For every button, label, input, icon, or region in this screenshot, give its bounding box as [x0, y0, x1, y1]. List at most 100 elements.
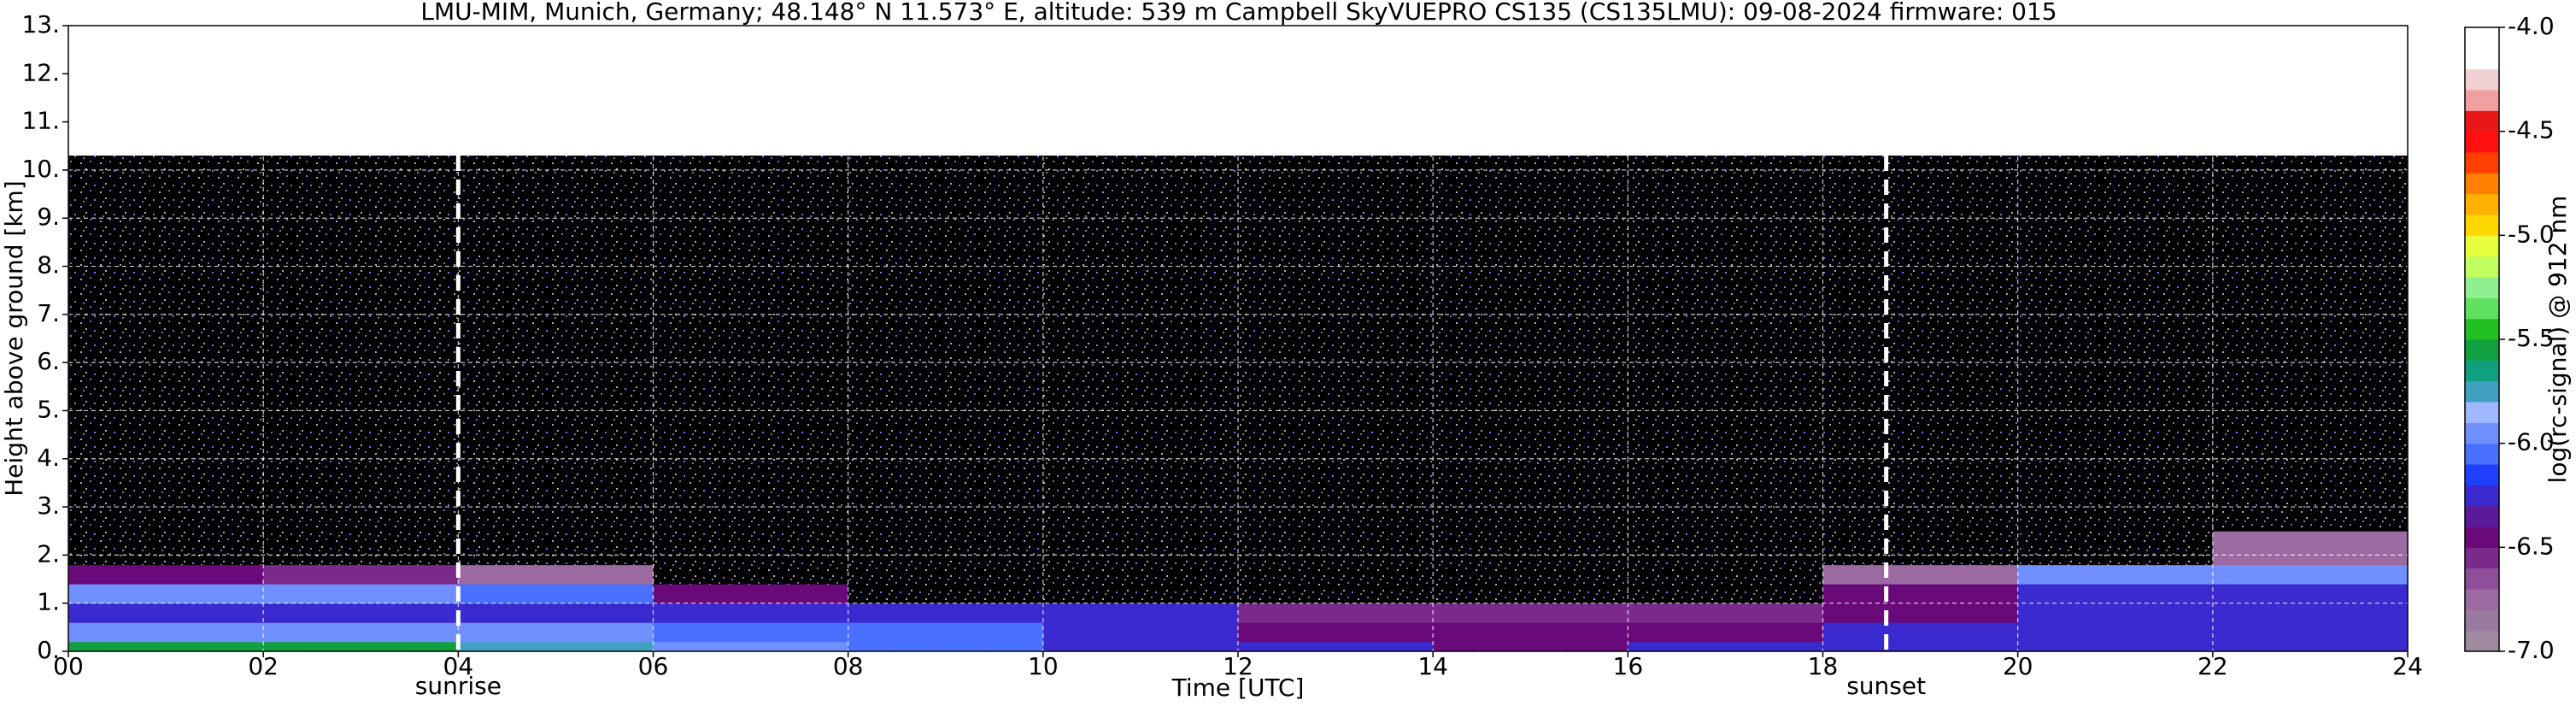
heatmap-cell: [458, 603, 654, 623]
heatmap-cell: [653, 641, 849, 652]
heatmap-cell: [68, 641, 264, 652]
heatmap-cell: [1628, 458, 1823, 532]
heatmap-cell: [458, 584, 654, 604]
heatmap-cell: [2017, 622, 2214, 643]
heatmap-cell: [68, 603, 264, 623]
colorbar-segment: [2465, 527, 2499, 548]
colorbar-segment: [2465, 277, 2499, 298]
heatmap-cell: [1042, 622, 1239, 643]
heatmap-cell: [1042, 156, 1239, 268]
colorbar-segment: [2465, 339, 2499, 361]
colorbar-segment: [2465, 297, 2499, 320]
heatmap-cell: [68, 564, 264, 585]
y-tick-label: 3.: [37, 491, 60, 520]
heatmap-cell: [458, 156, 654, 268]
colorbar-segment: [2465, 630, 2499, 652]
chart-title: LMU-MIM, Munich, Germany; 48.148° N 11.5…: [420, 0, 2057, 26]
y-tick-label: 9.: [37, 203, 60, 231]
heatmap-cell: [68, 156, 264, 268]
heatmap-cell: [653, 564, 849, 585]
heatmap-cell: [653, 266, 849, 363]
colorbar-tick-label: -4.0: [2508, 12, 2555, 40]
heatmap-cell: [1042, 603, 1239, 623]
colorbar-segment: [2465, 173, 2499, 195]
heatmap-cell: [263, 564, 459, 585]
heatmap-cell: [2212, 584, 2409, 604]
colorbar-segment: [2465, 318, 2499, 340]
heatmap-cell: [1042, 641, 1239, 652]
heatmap-cell: [263, 603, 459, 623]
heatmap-cell: [458, 458, 654, 532]
colorbar-segment: [2465, 152, 2499, 174]
y-tick-label: 8.: [37, 251, 60, 279]
heatmap-cell: [263, 156, 459, 268]
heatmap-cell: [68, 458, 264, 532]
y-tick-label: 1.: [37, 588, 60, 616]
heatmap-cell: [458, 622, 654, 643]
y-tick-label: 12.: [21, 58, 60, 86]
heatmap-cell: [2212, 564, 2409, 585]
heatmap-cell: [2017, 458, 2214, 532]
x-tick-label: 16: [1613, 652, 1644, 680]
colorbar-tick-label: -6.0: [2508, 428, 2555, 456]
colorbar-segment: [2465, 464, 2499, 485]
heatmap-cell: [1822, 531, 2019, 566]
heatmap-cell: [1042, 564, 1239, 585]
heatmap-cell: [2212, 641, 2409, 652]
y-axis-label: Height above ground [km]: [0, 180, 28, 497]
heatmap-cell: [1822, 603, 2019, 623]
heatmap-cell: [1433, 156, 1628, 268]
colorbar-segment: [2465, 485, 2499, 507]
heatmap-cell: [68, 622, 264, 643]
heatmap-cell: [1238, 156, 1434, 268]
heatmap-cell: [1238, 564, 1434, 585]
colorbar-tick-label: -6.5: [2508, 532, 2555, 560]
colorbar-segment: [2465, 215, 2499, 236]
x-tick-label: 04: [443, 652, 474, 680]
heatmap-cell: [2017, 156, 2214, 268]
x-tick-label: 06: [638, 652, 669, 680]
y-tick-label: 11.: [21, 107, 60, 135]
colorbar-segment: [2465, 68, 2499, 91]
heatmap-cell: [1628, 622, 1823, 643]
heatmap-cell: [1822, 266, 2019, 363]
y-tick-label: 7.: [37, 299, 60, 327]
heatmap-cell: [1042, 458, 1239, 532]
heatmap-cell: [848, 564, 1044, 585]
heatmap-cell: [2017, 641, 2214, 652]
x-tick-label: 24: [2392, 652, 2423, 680]
heatmap-cell: [68, 266, 264, 363]
heatmap-cell: [263, 458, 459, 532]
heatmap-cell: [1433, 641, 1628, 652]
heatmap-cell: [653, 622, 849, 643]
heatmap-cell: [653, 531, 849, 566]
heatmap-cell: [1238, 362, 1434, 460]
colorbar-segment: [2465, 235, 2499, 257]
heatmap-cell: [1433, 531, 1628, 566]
colorbar-segment: [2465, 422, 2499, 444]
heatmap-cell: [1822, 641, 2019, 652]
colorbar-segment: [2465, 27, 2499, 49]
heatmap-cell: [1433, 564, 1628, 585]
heatmap-cell: [653, 458, 849, 532]
heatmap-cell: [1628, 584, 1823, 604]
heatmap-cell: [848, 584, 1044, 604]
heatmap-cell: [2212, 622, 2409, 643]
heatmap-cell: [1042, 531, 1239, 566]
heatmap-cell: [653, 156, 849, 268]
heatmap-cell: [848, 156, 1044, 268]
colorbar-tick-label: -4.5: [2508, 116, 2555, 144]
plot-frame: [67, 25, 2409, 652]
colorbar-segment: [2465, 90, 2499, 111]
heatmap-cell: [68, 362, 264, 460]
heatmap-cell: [263, 584, 459, 604]
heatmap-cell: [458, 564, 654, 585]
y-tick-label: 10.: [21, 155, 60, 183]
x-axis-label: Time [UTC]: [1171, 674, 1305, 702]
heatmap-cell: [1628, 156, 1823, 268]
y-tick-label: 13.: [21, 10, 60, 38]
colorbar-segment: [2465, 402, 2499, 423]
heatmap-cell: [1238, 641, 1434, 652]
colorbar-segment: [2465, 589, 2499, 610]
